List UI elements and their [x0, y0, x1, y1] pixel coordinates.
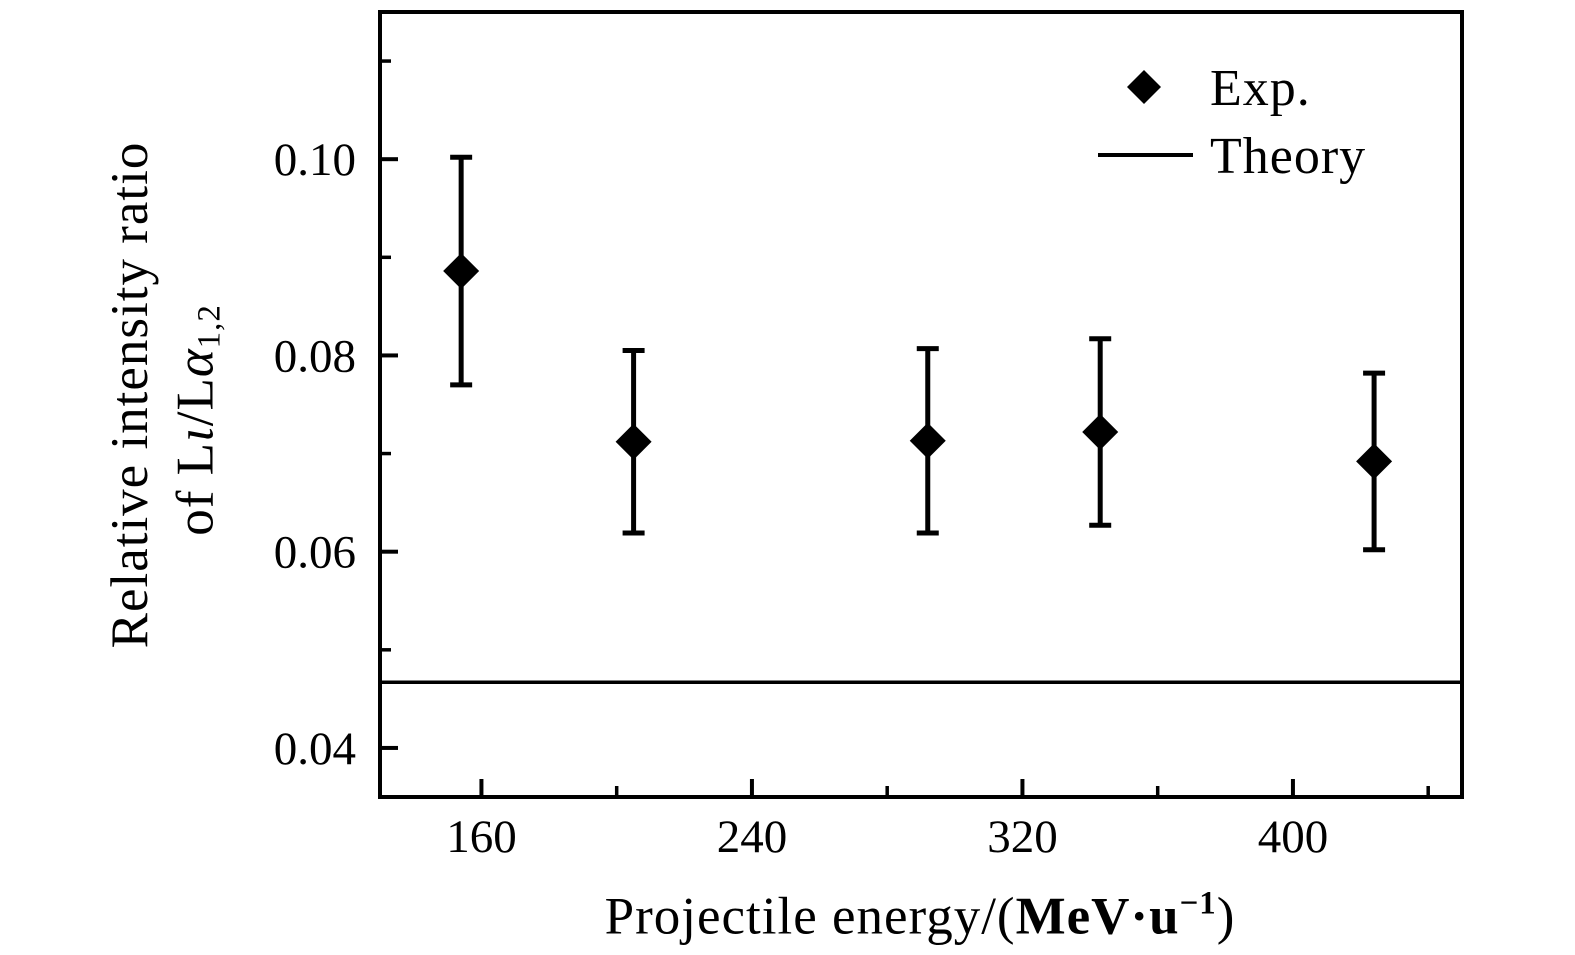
label-text: ι	[166, 426, 225, 442]
y-tick-label: 0.08	[274, 330, 356, 382]
subscript-text: 1,2	[191, 304, 228, 349]
exp-marker	[443, 253, 480, 290]
exp-marker	[1356, 443, 1393, 480]
plot-border	[378, 10, 1464, 799]
label-text: α	[166, 348, 225, 378]
x-tick-label: 160	[446, 811, 517, 863]
label-text: )	[1216, 887, 1236, 946]
x-tick-label: 240	[717, 811, 788, 863]
y-axis-label-line1: Relative intensity ratio	[101, 141, 159, 649]
exp-marker	[909, 422, 946, 459]
exp-marker	[1082, 413, 1119, 450]
label-text: Projectile energy/(	[604, 887, 1016, 946]
superscript-text: −1	[1179, 885, 1217, 922]
exp-marker	[615, 423, 652, 460]
legend-exp-marker-icon	[1127, 70, 1161, 104]
x-axis-label: Projectile energy/(MeV·u−1)	[605, 885, 1236, 946]
x-tick-label: 400	[1258, 811, 1329, 863]
y-tick-label: 0.10	[274, 134, 356, 186]
label-text: /L	[166, 377, 225, 427]
label-text: of L	[166, 441, 225, 536]
legend-theory-label: Theory	[1210, 128, 1366, 185]
legend-exp-label: Exp.	[1210, 60, 1311, 117]
y-tick-label: 0.04	[274, 723, 356, 775]
y-tick-label: 0.06	[274, 527, 356, 579]
x-tick-label: 320	[987, 811, 1058, 863]
y-axis-label-line2: of Lι/Lα1,2	[165, 304, 228, 536]
label-text: MeV·u	[1015, 887, 1180, 946]
